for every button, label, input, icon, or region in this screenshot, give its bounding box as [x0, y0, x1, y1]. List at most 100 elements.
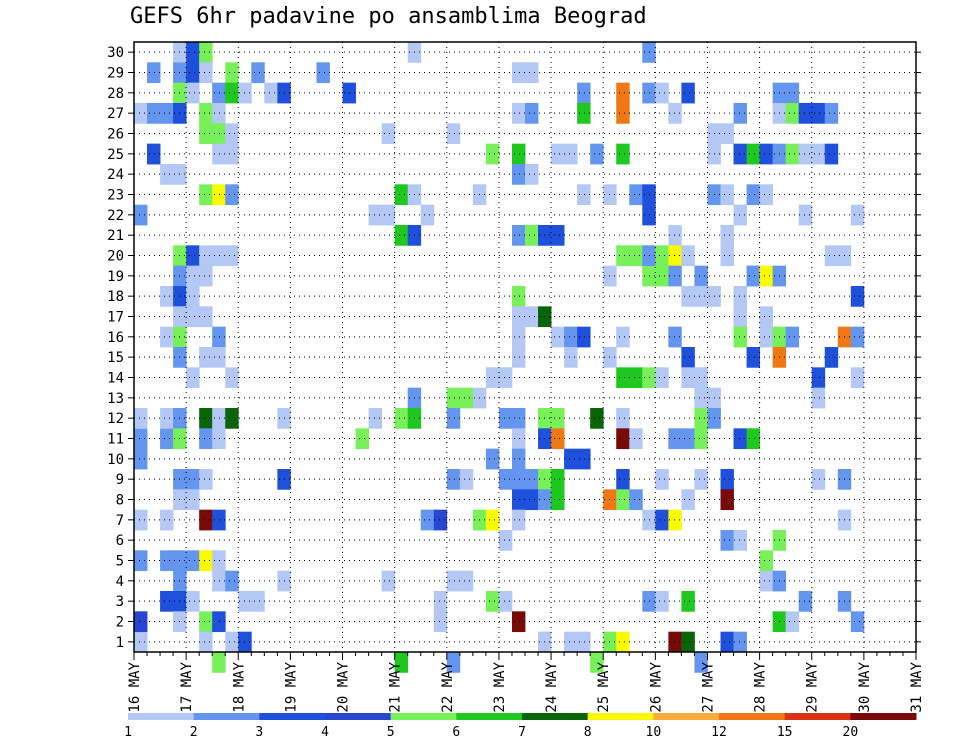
heatmap-cell [681, 591, 695, 612]
legend-swatch [522, 713, 589, 720]
heatmap-cell [759, 306, 774, 328]
heatmap-cell [694, 428, 708, 450]
heatmap-cell [225, 184, 239, 206]
y-tick-label: 10 [107, 452, 124, 468]
y-tick-label: 26 [107, 127, 124, 143]
heatmap-cell [394, 652, 409, 673]
heatmap-cell [459, 469, 474, 490]
legend-label: 4 [321, 725, 329, 740]
heatmap-cell [199, 631, 213, 653]
heatmap-cell [824, 143, 839, 165]
heatmap-cell [212, 652, 226, 673]
heatmap-cell [186, 286, 200, 307]
heatmap-cell [824, 245, 839, 267]
heatmap-cell [798, 204, 813, 226]
heatmap-cell [225, 82, 239, 104]
heatmap-cell [199, 184, 213, 206]
heatmap-cell [212, 103, 226, 124]
heatmap-cell [616, 326, 630, 348]
legend-label: 10 [646, 725, 662, 740]
legend-label: 3 [255, 725, 263, 740]
heatmap-cell [186, 469, 200, 490]
heatmap-cell [459, 387, 474, 409]
heatmap-cell [420, 509, 435, 531]
heatmap-cell [212, 428, 226, 450]
heatmap-cell [212, 550, 226, 572]
heatmap-cell [394, 184, 409, 206]
heatmap-cell [160, 164, 174, 185]
y-tick-label: 6 [116, 533, 124, 549]
heatmap-cell [446, 570, 461, 592]
heatmap-cell [720, 469, 734, 490]
legend-label: 6 [452, 725, 460, 740]
y-tick-label: 8 [116, 493, 124, 509]
heatmap-cell [225, 143, 239, 165]
legend-label: 8 [584, 725, 592, 740]
heatmap-cell [147, 103, 161, 124]
heatmap-cell [551, 143, 565, 165]
x-tick-label: 31 MAY [909, 661, 925, 712]
heatmap-cell [199, 42, 213, 63]
heatmap-cell [629, 245, 643, 267]
heatmap-cell [134, 448, 148, 470]
x-tick-label: 22 MAY [440, 661, 456, 712]
heatmap-cell [681, 347, 695, 368]
heatmap-cell [186, 591, 200, 612]
heatmap-cell [199, 265, 213, 287]
heatmap-cell [616, 143, 630, 165]
heatmap-cell [212, 509, 226, 531]
heatmap-cell [251, 62, 265, 84]
x-tick-label: 18 MAY [231, 661, 247, 712]
heatmap-cell [850, 286, 865, 307]
heatmap-cell [160, 428, 174, 450]
heatmap-cell [212, 82, 226, 104]
heatmap-cell [720, 489, 734, 511]
heatmap-cell [655, 265, 669, 287]
heatmap-cell [381, 570, 396, 592]
heatmap-cell [525, 306, 539, 328]
heatmap-cell [616, 408, 630, 429]
heatmap-cell [746, 265, 760, 287]
heatmap-cell [186, 62, 200, 84]
heatmap-cell [746, 428, 760, 450]
heatmap-cell [368, 204, 383, 226]
legend-label: 20 [843, 725, 859, 740]
chart-title: GEFS 6hr padavine po ansamblima Beograd [130, 4, 647, 29]
heatmap-cell [551, 326, 565, 348]
heatmap-cell [134, 509, 148, 531]
heatmap-cell [186, 306, 200, 328]
heatmap-cell [681, 428, 695, 450]
heatmap-cell [498, 591, 513, 612]
heatmap-cell [616, 82, 630, 104]
heatmap-cell [160, 550, 174, 572]
y-tick-label: 28 [107, 86, 124, 102]
y-tick-label: 19 [107, 269, 124, 285]
heatmap-cell [733, 306, 747, 328]
heatmap-cell [199, 306, 213, 328]
heatmap-cell [199, 103, 213, 124]
x-tick-label: 26 MAY [648, 661, 664, 712]
heatmap-cell [655, 82, 669, 104]
heatmap-cell [681, 489, 695, 511]
heatmap-cell [694, 652, 708, 673]
heatmap-cell [746, 347, 760, 368]
heatmap-cell [199, 428, 213, 450]
y-tick-label: 1 [116, 635, 124, 651]
heatmap-cell [511, 326, 526, 348]
heatmap-cell [668, 631, 682, 653]
heatmap-cell [511, 509, 526, 531]
heatmap-cell [577, 326, 591, 348]
heatmap-cell [811, 469, 826, 490]
heatmap-cell [394, 408, 409, 429]
heatmap-cell [199, 408, 213, 429]
heatmap-cell [850, 204, 865, 226]
legend-swatch [193, 713, 260, 720]
heatmap-cell [485, 367, 500, 389]
heatmap-cell [199, 62, 213, 84]
legend-swatch [325, 713, 392, 720]
heatmap-cell [551, 489, 565, 511]
heatmap-cell [655, 509, 669, 531]
y-tick-label: 24 [107, 167, 124, 183]
heatmap-cell [485, 143, 500, 165]
x-tick-label: 24 MAY [544, 661, 560, 712]
